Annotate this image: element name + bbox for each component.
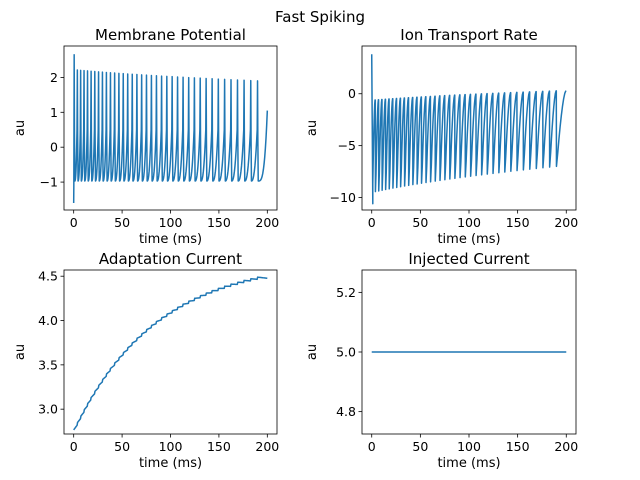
x-tick-label: 100 bbox=[159, 439, 183, 454]
panel-title: Membrane Potential bbox=[95, 26, 246, 44]
x-tick-label: 200 bbox=[554, 215, 578, 230]
x-tick-label: 100 bbox=[457, 215, 481, 230]
x-tick-label: 0 bbox=[70, 439, 78, 454]
y-tick-label: 4.5 bbox=[38, 269, 58, 284]
x-tick-label: 100 bbox=[457, 439, 481, 454]
y-tick-label: −1 bbox=[40, 175, 58, 190]
y-tick-label: 4.0 bbox=[38, 313, 58, 328]
y-tick-label: −5 bbox=[338, 138, 356, 153]
y-tick-label: 5.2 bbox=[336, 285, 356, 300]
x-tick-label: 50 bbox=[412, 215, 428, 230]
figure-suptitle: Fast Spiking bbox=[275, 8, 365, 26]
x-tick-label: 50 bbox=[412, 439, 428, 454]
panel-title: Ion Transport Rate bbox=[400, 26, 537, 44]
y-axis-label: au bbox=[13, 344, 28, 360]
x-axis-label: time (ms) bbox=[139, 456, 202, 471]
x-tick-label: 50 bbox=[114, 439, 130, 454]
y-tick-label: 4.8 bbox=[336, 404, 356, 419]
x-axis-label: time (ms) bbox=[437, 232, 500, 247]
y-tick-label: 5.0 bbox=[336, 345, 356, 360]
panel-membrane-potential: Membrane Potential 0 50 100 150 200 −1 0 1 2 time … bbox=[13, 26, 279, 247]
x-tick-label: 200 bbox=[554, 439, 578, 454]
series-line bbox=[370, 54, 567, 205]
y-tick-label: 3.5 bbox=[38, 357, 58, 372]
x-axis-label: time (ms) bbox=[437, 456, 500, 471]
x-tick-label: 200 bbox=[255, 215, 279, 230]
series-line bbox=[72, 53, 269, 204]
panel-adaptation-current: Adaptation Current 0 50 100 150 200 3.0 3.5 4.0 4… bbox=[13, 250, 279, 471]
y-tick-label: −10 bbox=[330, 190, 356, 205]
y-tick-label: 0 bbox=[50, 140, 58, 155]
y-tick-label: 1 bbox=[50, 105, 58, 120]
x-tick-label: 150 bbox=[207, 215, 231, 230]
y-axis-label: au bbox=[305, 344, 320, 360]
x-tick-label: 0 bbox=[368, 215, 376, 230]
x-tick-label: 200 bbox=[255, 439, 279, 454]
panel-injected-current: Injected Current 0 50 100 150 200 4.8 5.0 5.2 tim… bbox=[305, 250, 578, 471]
x-tick-label: 50 bbox=[114, 215, 130, 230]
y-tick-label: 0 bbox=[348, 86, 356, 101]
panel-title: Injected Current bbox=[408, 250, 529, 268]
x-tick-label: 0 bbox=[70, 215, 78, 230]
panel-ion-transport-rate: Ion Transport Rate 0 50 100 150 200 −10 −5 0 time… bbox=[305, 26, 578, 247]
y-axis-label: au bbox=[305, 120, 320, 136]
panel-title: Adaptation Current bbox=[99, 250, 242, 268]
x-axis-label: time (ms) bbox=[139, 232, 202, 247]
y-tick-label: 2 bbox=[50, 70, 58, 85]
x-tick-label: 150 bbox=[207, 439, 231, 454]
x-tick-label: 100 bbox=[159, 215, 183, 230]
x-tick-label: 0 bbox=[368, 439, 376, 454]
series-line bbox=[73, 276, 268, 431]
x-tick-label: 150 bbox=[506, 439, 530, 454]
y-tick-label: 3.0 bbox=[38, 402, 58, 417]
y-axis-label: au bbox=[13, 120, 28, 136]
x-tick-label: 150 bbox=[506, 215, 530, 230]
